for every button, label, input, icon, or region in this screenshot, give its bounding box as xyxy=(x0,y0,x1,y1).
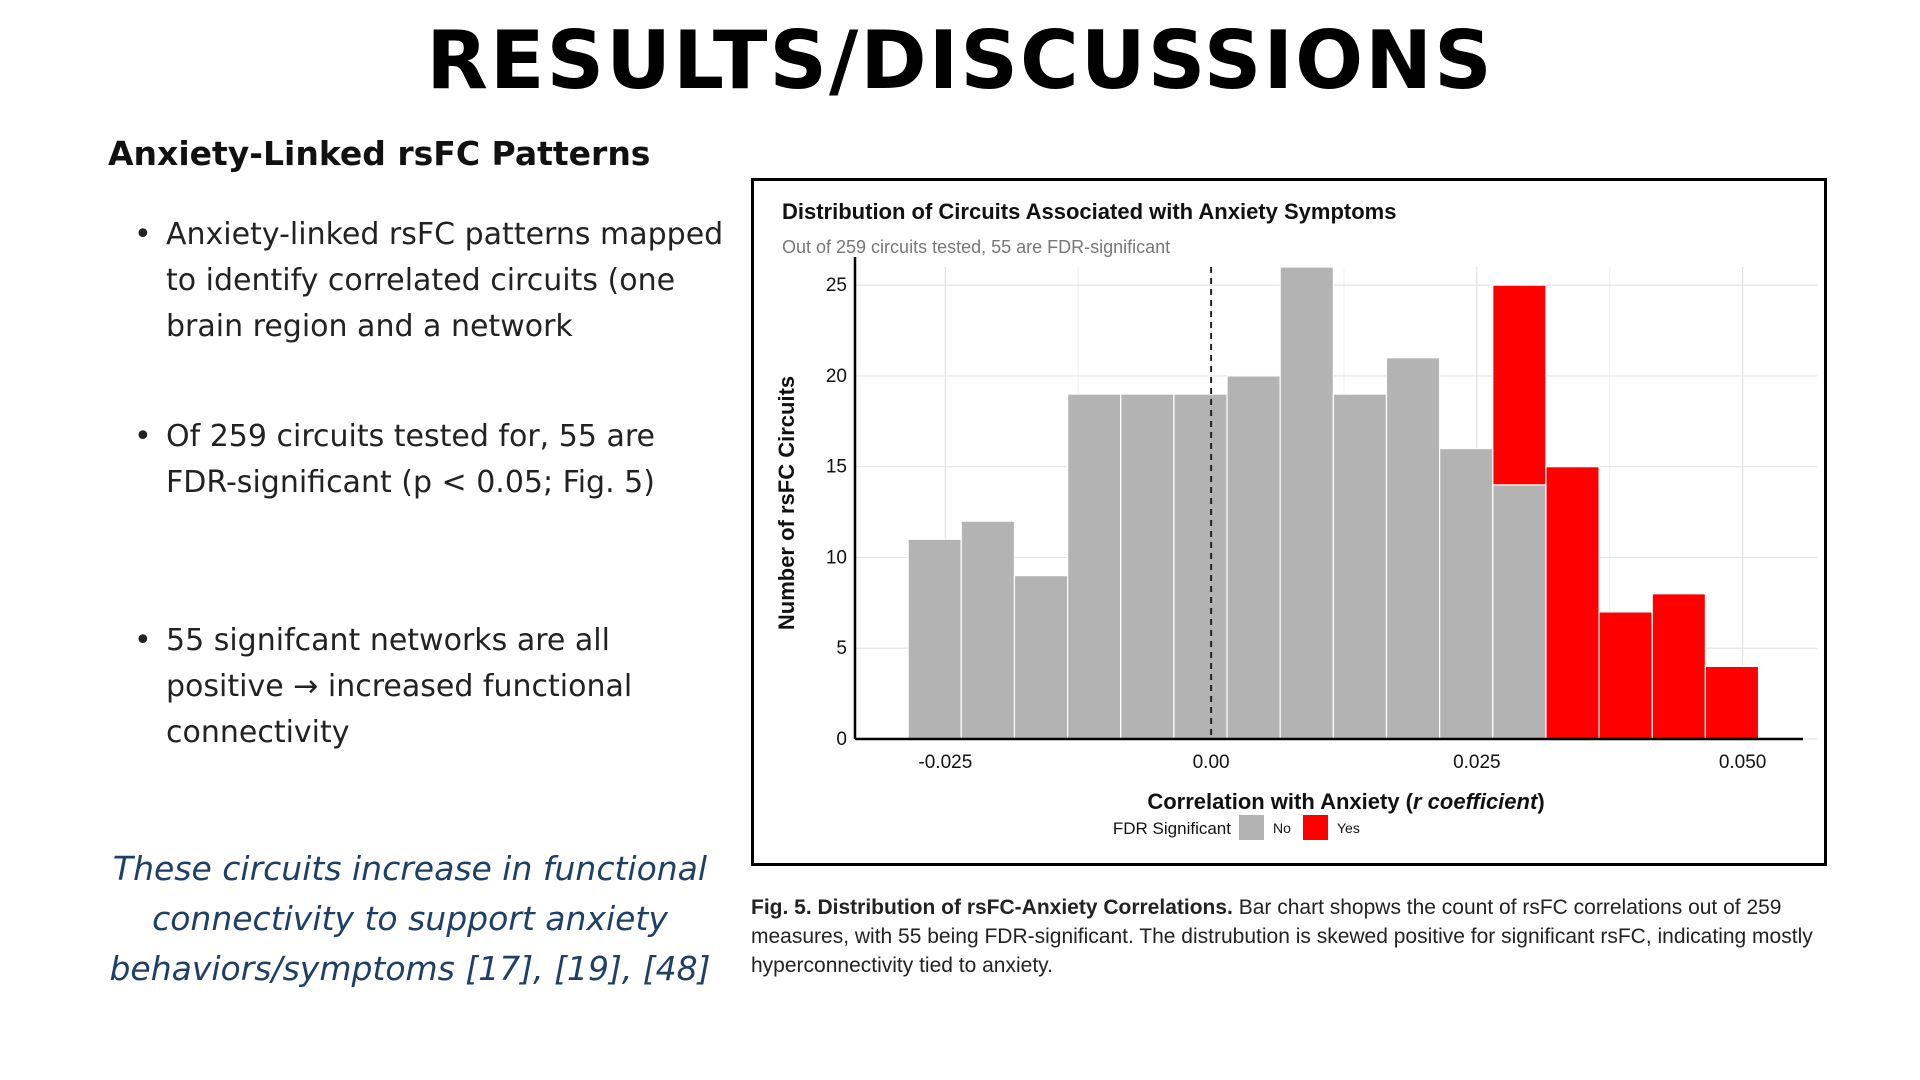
quote-line: These circuits increase in functional xyxy=(112,849,708,888)
bullet-dot: • xyxy=(134,217,152,252)
bar-no xyxy=(1439,447,1494,740)
bar-yes xyxy=(1651,593,1706,740)
y-axis-title: Number of rsFC Circuits xyxy=(774,376,799,630)
chart-title: Distribution of Circuits Associated with… xyxy=(782,199,1396,224)
caption-text: Bar chart shopws the count of rsFC corre… xyxy=(751,896,1813,977)
quote-line: connectivity to support anxiety xyxy=(152,899,668,938)
bullet-line: Anxiety-linked rsFC patterns mapped xyxy=(166,217,724,252)
bullet-line: to identify correlated circuits (one xyxy=(166,263,676,298)
bar-yes xyxy=(1704,665,1760,740)
bar-yes xyxy=(1492,284,1547,486)
bullet-item: • 55 signifcant networks are all positiv… xyxy=(130,618,730,756)
bullet-item: • Of 259 circuits tested for, 55 are FDR… xyxy=(130,414,730,506)
bullet-item: • Anxiety-linked rsFC patterns mapped to… xyxy=(130,212,730,350)
bar-no xyxy=(1332,393,1388,740)
bullet-line: positive → increased functional xyxy=(166,669,633,704)
bar-no xyxy=(1385,357,1441,740)
bullet-line: brain region and a network xyxy=(166,309,573,344)
y-tick-label: 20 xyxy=(826,366,847,387)
bullet-dot: • xyxy=(134,419,152,454)
bullet-line: Of 259 circuits tested for, 55 are xyxy=(166,419,655,454)
x-axis-title: Correlation with Anxiety (r coefficient) xyxy=(1147,789,1544,814)
y-tick-label: 0 xyxy=(836,729,847,750)
legend-swatch-yes xyxy=(1303,815,1328,840)
x-tick-label: 0.050 xyxy=(1719,752,1767,773)
page-title: RESULTS/DISCUSSIONS xyxy=(426,14,1494,107)
bullet-dot: • xyxy=(134,623,152,658)
y-tick-label: 5 xyxy=(836,638,847,659)
x-tick-label: -0.025 xyxy=(918,752,972,773)
x-axis-title-part: Correlation with Anxiety ( xyxy=(1147,789,1413,814)
caption-bold: Fig. 5. Distribution of rsFC-Anxiety Cor… xyxy=(751,896,1233,919)
bullet-line: FDR-significant (p < 0.05; Fig. 5) xyxy=(166,465,655,500)
x-tick-label: 0.025 xyxy=(1453,752,1501,773)
bar-no xyxy=(1226,375,1281,740)
legend-label-yes: Yes xyxy=(1337,820,1360,836)
y-tick-label: 15 xyxy=(826,457,847,478)
bullet-line: 55 signifcant networks are all xyxy=(166,623,610,658)
bar-no xyxy=(1279,266,1334,740)
bar-no xyxy=(1120,393,1175,740)
legend-label-no: No xyxy=(1273,820,1291,836)
y-tick-label: 10 xyxy=(826,547,847,568)
section-heading: Anxiety-Linked rsFC Patterns xyxy=(108,134,651,173)
quote-line: behaviors/symptoms [17], [19], [48] xyxy=(109,949,711,988)
x-tick-label: 0.00 xyxy=(1193,752,1230,773)
bar-no xyxy=(960,520,1016,740)
histogram-chart: Distribution of Circuits Associated with… xyxy=(774,199,1817,840)
legend-title: FDR Significant xyxy=(1113,819,1231,838)
figure-caption: Fig. 5. Distribution of rsFC-Anxiety Cor… xyxy=(751,893,1826,980)
legend-swatch-no xyxy=(1239,815,1264,840)
y-tick-label: 25 xyxy=(826,275,847,296)
bar-no xyxy=(1173,393,1228,740)
chart-subtitle: Out of 259 circuits tested, 55 are FDR-s… xyxy=(782,237,1170,257)
x-axis-title-italic: r coefficient xyxy=(1413,789,1539,814)
bar-no xyxy=(1492,484,1547,740)
x-axis-title-part: ) xyxy=(1537,789,1544,814)
bar-yes xyxy=(1545,466,1600,740)
bullet-line: connectivity xyxy=(166,715,350,750)
summary-quote: These circuits increase in functional co… xyxy=(100,844,720,994)
bar-no xyxy=(1013,575,1069,740)
bar-no xyxy=(1066,393,1122,740)
bar-yes xyxy=(1598,611,1653,740)
bar-no xyxy=(907,538,962,740)
chart-frame: Distribution of Circuits Associated with… xyxy=(751,178,1827,866)
